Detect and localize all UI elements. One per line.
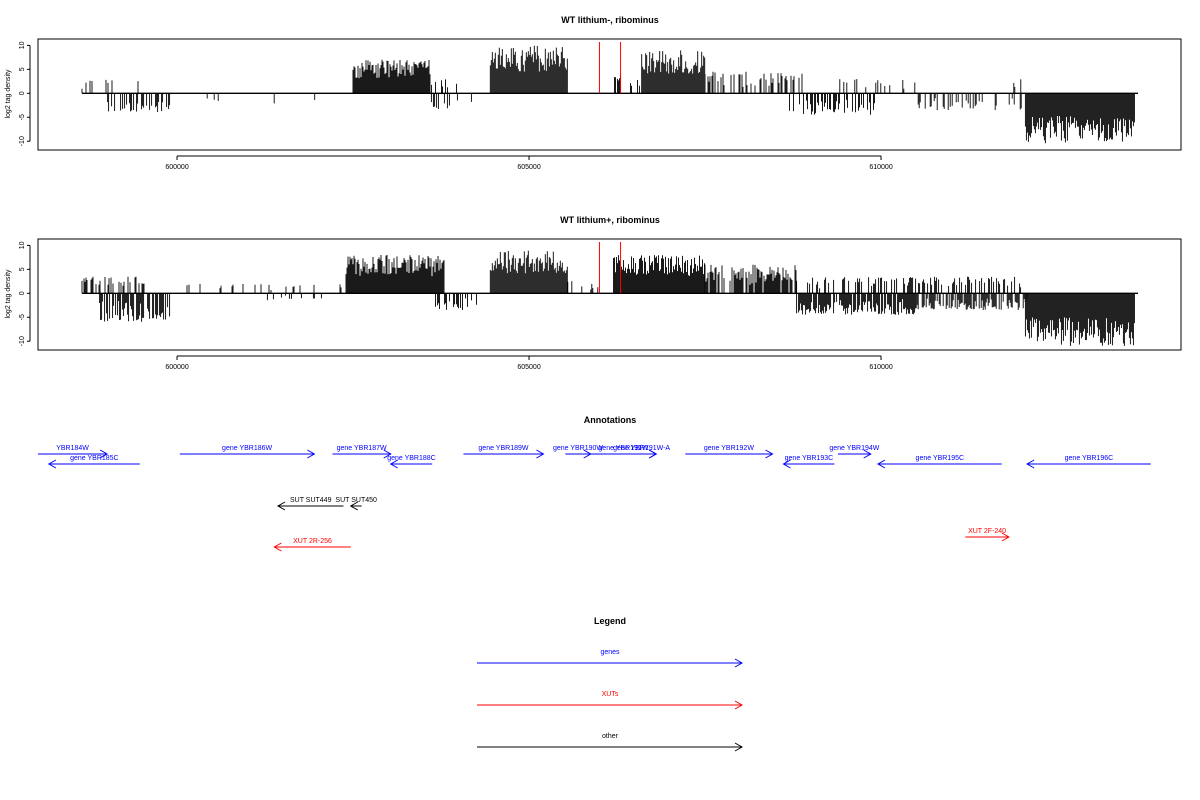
feature-arrow-head	[536, 449, 545, 459]
bar-group	[81, 45, 1138, 144]
feature-arrow-head	[648, 449, 658, 459]
feature-arrow-head	[765, 449, 774, 459]
feature-arrow-head	[383, 449, 392, 459]
feature-arrow-head	[349, 501, 358, 511]
feature-arrow-head	[876, 459, 886, 469]
x-tick-label: 610000	[869, 364, 892, 371]
annotation-features: YBR184W gene YBR185C gene YBR186W gene YBR1…	[38, 445, 1151, 552]
annotation-feature: gene YBR192W	[685, 445, 774, 459]
annotation-feature: gene YBR188C	[387, 455, 436, 469]
legend-label: XUTs	[602, 691, 619, 698]
y-axis: -10 -5 0 5 10	[19, 41, 31, 146]
feature-label: gene YBR192W	[704, 445, 754, 452]
feature-label: XUT 2R-256	[293, 538, 332, 545]
feature-label: gene YBR193C	[785, 455, 834, 462]
legend-arrow-head	[734, 700, 744, 710]
legend-item: other	[477, 733, 744, 752]
x-tick-label: 610000	[869, 164, 892, 171]
x-axis: 600000 605000 610000	[165, 355, 893, 371]
feature-label: SUT SUT449	[290, 497, 332, 504]
y-axis-label: log2 tag density	[5, 69, 12, 119]
feature-arrow-head	[99, 449, 109, 459]
panel-title: WT lithium+, ribominus	[560, 215, 660, 225]
legend-items: genes XUTs other	[477, 649, 744, 752]
y-tick-label: -10	[19, 336, 26, 346]
legend: Legend genes XUTs other	[477, 616, 744, 752]
panel-title: WT lithium-, ribominus	[561, 15, 659, 25]
y-tick-label: 0	[19, 91, 26, 95]
annotation-feature: SUT SUT450	[335, 497, 377, 511]
legend-label: genes	[600, 649, 620, 656]
y-tick-label: -10	[19, 136, 26, 146]
feature-label: gene YBR194W	[829, 445, 879, 452]
legend-label: other	[602, 733, 619, 740]
legend-item: XUTs	[477, 691, 744, 710]
marker-group	[598, 242, 622, 294]
feature-label: SUT SUT450	[335, 497, 377, 504]
annotation-feature: gene YBR195C	[876, 455, 1002, 469]
feature-arrow-head	[276, 501, 286, 511]
plot-frame	[37, 38, 1182, 151]
y-axis-label: log2 tag density	[5, 269, 12, 319]
bar-group	[81, 250, 1138, 346]
annotation-feature: gene YBR185C	[47, 455, 140, 469]
feature-label: gene YBR195C	[916, 455, 965, 462]
marker-group	[598, 42, 622, 94]
annotation-feature: SUT SUT449	[276, 497, 344, 511]
x-tick-label: 605000	[517, 164, 540, 171]
x-axis: 600000 605000 610000	[165, 155, 893, 171]
legend-arrow-head	[734, 742, 744, 752]
feature-arrow-head	[782, 459, 791, 469]
feature-label: gene YBR186W	[222, 445, 272, 452]
annotation-feature: gene YBR186W	[179, 445, 316, 459]
y-tick-label: 10	[19, 41, 26, 49]
plot-frame	[37, 238, 1182, 351]
legend-arrow-head	[734, 658, 744, 668]
feature-label: YBR184W	[56, 445, 89, 452]
annotation-feature: XUT 2R-256	[273, 538, 351, 552]
annotation-feature: gene YBR189W	[463, 445, 545, 459]
feature-label: gene YBR190W	[553, 445, 603, 452]
y-tick-label: -5	[19, 114, 26, 120]
annotation-feature: gene YBR187W	[332, 445, 392, 459]
feature-arrow-head	[1026, 459, 1035, 469]
y-tick-label: 0	[19, 291, 26, 295]
annotation-feature: gene YBR193C	[782, 455, 835, 469]
legend-item: genes	[477, 649, 744, 668]
annotation-feature: gene YBR191W-A	[613, 445, 670, 459]
feature-arrow-head	[307, 449, 316, 459]
y-tick-label: 5	[19, 267, 26, 271]
feature-arrow-head	[1001, 532, 1010, 542]
feature-label: XUT 2F-240	[968, 528, 1006, 535]
track-panel-lithium-minus: WT lithium-, ribominus log2 tag density …	[5, 15, 1182, 171]
feature-label: gene YBR196C	[1065, 455, 1114, 462]
y-tick-label: 5	[19, 67, 26, 71]
track-panel-lithium-plus: WT lithium+, ribominus log2 tag density …	[5, 215, 1182, 371]
x-tick-label: 600000	[165, 364, 188, 371]
y-tick-label: -5	[19, 314, 26, 320]
y-axis: -10 -5 0 5 10	[19, 241, 31, 346]
annotations-panel: Annotations YBR184W gene YBR185C gene YBR1…	[38, 415, 1151, 552]
annotation-feature: gene YBR194W	[829, 445, 880, 459]
feature-label: gene YBR189W	[478, 445, 528, 452]
y-tick-label: 10	[19, 241, 26, 249]
x-tick-label: 605000	[517, 364, 540, 371]
feature-arrow-head	[863, 449, 872, 459]
feature-label: gene YBR185C	[70, 455, 119, 462]
annotation-feature: gene YBR190W	[553, 445, 603, 459]
legend-title: Legend	[594, 616, 626, 626]
feature-arrow-head	[273, 542, 282, 552]
annotation-feature: gene YBR196C	[1026, 455, 1151, 469]
feature-label: gene YBR188C	[387, 455, 436, 462]
feature-label: gene YBR187W	[337, 445, 387, 452]
annotation-feature: YBR184W	[38, 445, 109, 459]
feature-label: gene YBR191W-A	[613, 445, 670, 452]
annotations-title: Annotations	[584, 415, 637, 425]
feature-label: gene YBR191W	[598, 445, 648, 452]
x-tick-label: 600000	[165, 164, 188, 171]
feature-arrow-head	[47, 459, 57, 469]
annotation-feature: XUT 2F-240	[965, 528, 1010, 542]
feature-arrow-head	[389, 459, 398, 469]
